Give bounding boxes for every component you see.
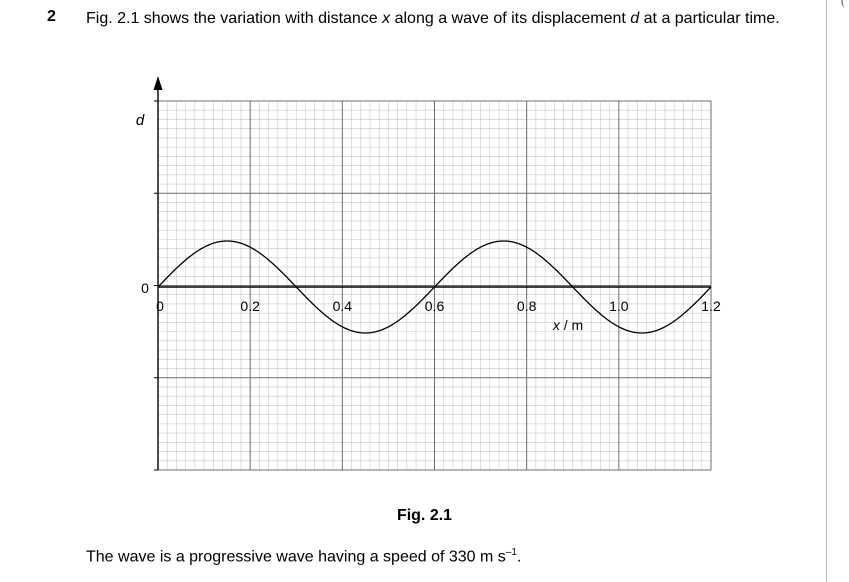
grid-major-lines xyxy=(157,100,712,471)
x-tick-label: 1.0 xyxy=(609,298,629,314)
x-tick-label: 0.6 xyxy=(425,298,445,314)
footer-superscript: –1 xyxy=(505,547,517,558)
series-curves xyxy=(157,240,712,334)
x-axis-label: x / m xyxy=(552,317,583,333)
displacement-curve xyxy=(157,240,712,334)
figure-caption: Fig. 2.1 xyxy=(396,507,453,524)
question-number: 2 xyxy=(47,8,56,25)
x-tick-label: 0.8 xyxy=(517,298,537,314)
corner-bracket: ( xyxy=(841,0,845,8)
question-text-part: at a particular time. xyxy=(639,10,780,27)
footer-text: The wave is a progressive wave having a … xyxy=(86,547,521,566)
wave-displacement-chart: d 00 0.2 0.4 0.6 0.8 1.0 1.2 x / m xyxy=(136,76,721,471)
x-tick-label: 0 xyxy=(156,298,164,314)
page-margin-rule xyxy=(826,0,827,582)
footer-main: The wave is a progressive wave having a … xyxy=(86,548,506,566)
x-tick-label: 0.4 xyxy=(333,298,353,314)
variable-d: d xyxy=(630,10,640,27)
y-axis-label: d xyxy=(136,112,145,129)
x-tick-label: 1.2 xyxy=(701,298,721,314)
y-axis-arrow-icon xyxy=(153,76,163,90)
tick-labels: d 00 0.2 0.4 0.6 0.8 1.0 1.2 x / m xyxy=(136,112,721,333)
chart-axes xyxy=(153,76,711,471)
y-tick-label: 0 xyxy=(141,280,149,296)
variable-x: x xyxy=(382,10,391,27)
question-text: Fig. 2.1 shows the variation with distan… xyxy=(86,8,826,29)
question-text-part: along a wave of its displacement xyxy=(390,10,631,27)
x-tick-label: 0.2 xyxy=(240,298,260,314)
question-text-part: Fig. 2.1 shows the variation with distan… xyxy=(86,10,383,27)
footer-end: . xyxy=(516,548,522,566)
